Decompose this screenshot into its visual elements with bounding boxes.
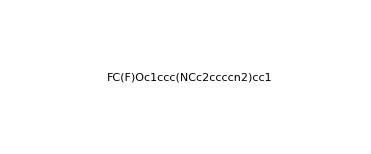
Text: FC(F)Oc1ccc(NCc2ccccn2)cc1: FC(F)Oc1ccc(NCc2ccccn2)cc1 xyxy=(107,73,273,83)
